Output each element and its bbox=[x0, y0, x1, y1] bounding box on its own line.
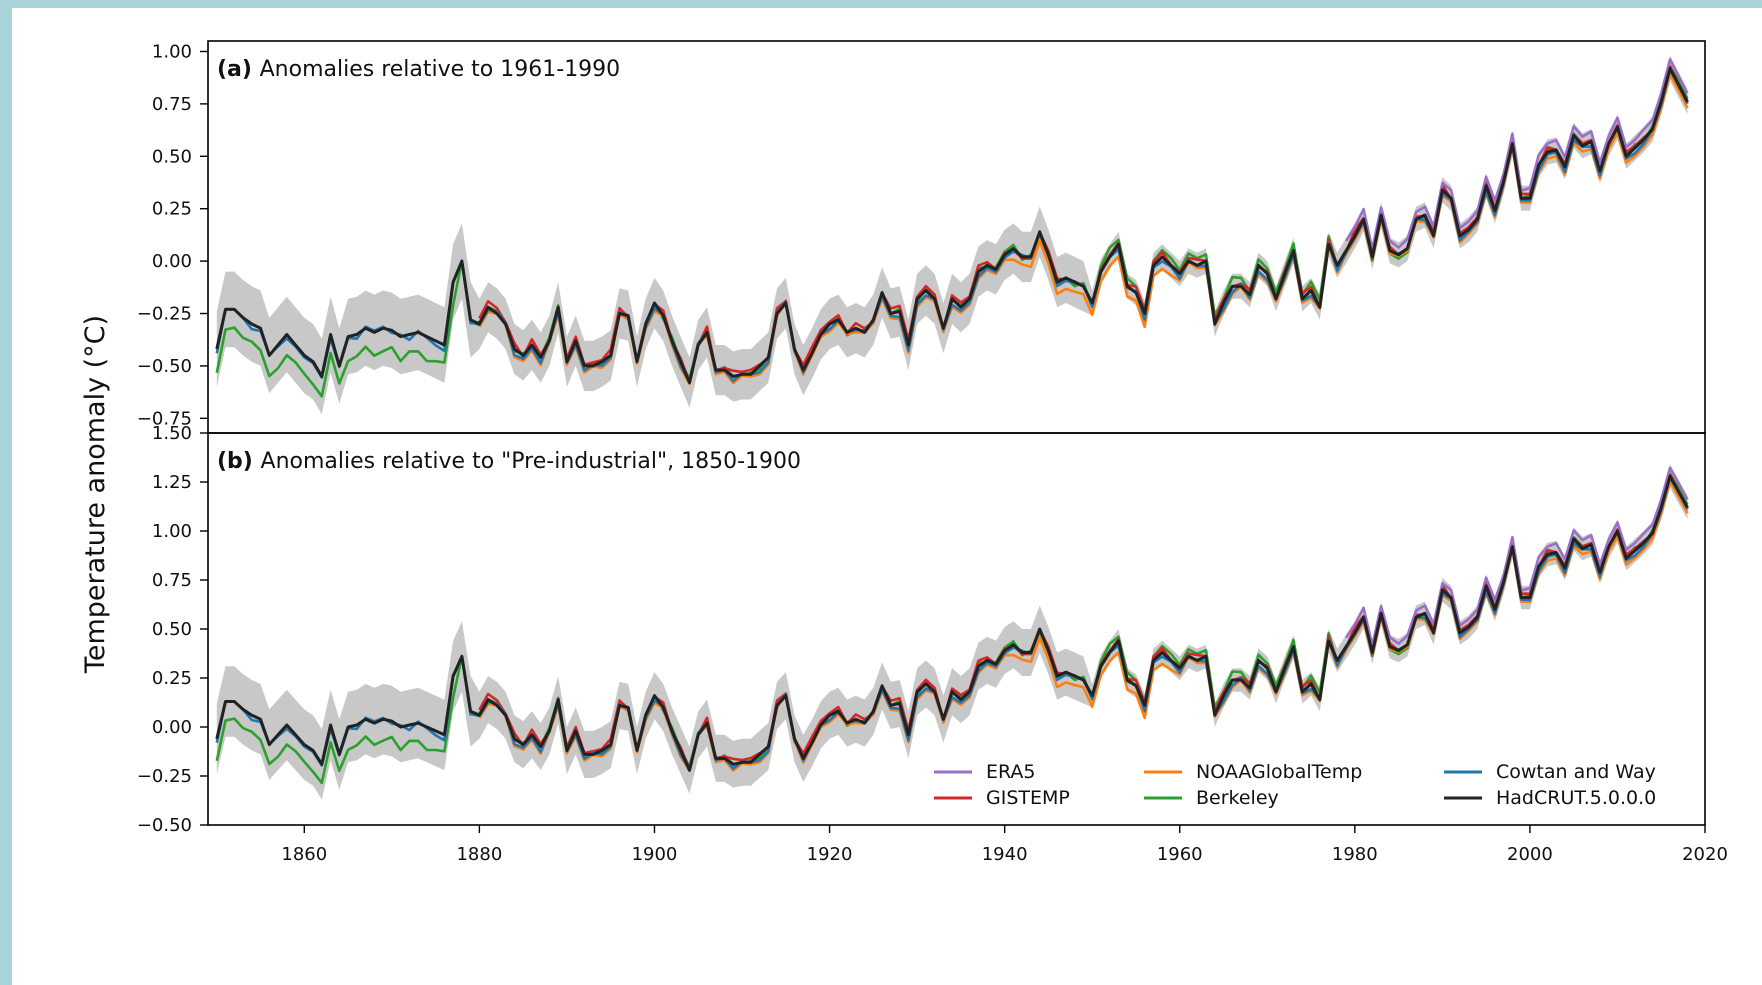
panel-b: 1.50 1.25 1.00 0.75 0.50 0.25 0.00 −0.25 −0.50 (b… bbox=[137, 423, 1706, 836]
y-tick-label: −0.50 bbox=[137, 356, 192, 377]
x-tick-label: 1860 bbox=[281, 844, 327, 865]
legend-label: Cowtan and Way bbox=[1496, 761, 1656, 783]
x-tick-label: 1940 bbox=[982, 844, 1028, 865]
panel-a: 1.00 0.75 0.50 0.25 0.00 −0.25 −0.50 −0.75 (a) A… bbox=[137, 40, 1706, 434]
y-tick-label: 1.50 bbox=[152, 423, 192, 444]
y-tick-label: 0.00 bbox=[152, 251, 192, 272]
y-tick-label: 0.00 bbox=[152, 717, 192, 738]
x-tick-label: 2000 bbox=[1507, 844, 1553, 865]
x-tick-label: 1980 bbox=[1332, 844, 1378, 865]
series-line-noaaglobaltemp bbox=[478, 73, 1689, 386]
y-tick-label: 0.75 bbox=[152, 94, 192, 115]
legend-label: ERA5 bbox=[986, 761, 1036, 783]
y-axis-label: Temperature anomaly (°C) bbox=[80, 315, 111, 674]
legend-item-cowtan-and-way: Cowtan and Way bbox=[1444, 761, 1656, 783]
series-line-hadcrut-5-0-0-0 bbox=[215, 474, 1689, 772]
y-tick-label: 0.25 bbox=[152, 668, 192, 689]
legend-label: HadCRUT.5.0.0.0 bbox=[1496, 787, 1656, 809]
x-tick-label: 1920 bbox=[807, 844, 853, 865]
y-tick-label: −0.25 bbox=[137, 766, 192, 787]
y-tick-label: 0.50 bbox=[152, 619, 192, 640]
y-tick-label: 0.75 bbox=[152, 570, 192, 591]
x-tick-label: 1960 bbox=[1157, 844, 1203, 865]
series-line-noaaglobaltemp bbox=[478, 480, 1689, 773]
plot-frame bbox=[207, 432, 1706, 826]
x-axis: 1860 1880 1900 1920 1940 1960 1980 2000 2020 bbox=[281, 825, 1728, 865]
legend-label: GISTEMP bbox=[986, 787, 1070, 809]
series-line-hadcrut-5-0-0-0 bbox=[215, 66, 1689, 385]
legend-label: NOAAGlobalTemp bbox=[1196, 761, 1362, 783]
chart-canvas: 1.00 0.75 0.50 0.25 0.00 −0.25 −0.50 −0.75 (a) A… bbox=[12, 8, 1762, 985]
legend-item-berkeley: Berkeley bbox=[1144, 787, 1279, 809]
panel-title: (a) Anomalies relative to 1961-1990 bbox=[217, 57, 620, 82]
y-tick-label: 1.25 bbox=[152, 472, 192, 493]
legend-item-gistemp: GISTEMP bbox=[934, 787, 1070, 809]
legend-item-hadcrut-5-0-0-0: HadCRUT.5.0.0.0 bbox=[1444, 787, 1656, 809]
y-tick-label: 0.50 bbox=[152, 146, 192, 167]
legend-label: Berkeley bbox=[1196, 787, 1279, 809]
temperature-anomaly-chart: 1.00 0.75 0.50 0.25 0.00 −0.25 −0.50 −0.75 (a) A… bbox=[80, 40, 1728, 865]
y-tick-label: 0.25 bbox=[152, 199, 192, 220]
y-tick-label: −0.50 bbox=[137, 815, 192, 836]
x-tick-label: 1880 bbox=[456, 844, 502, 865]
legend-item-era5: ERA5 bbox=[934, 761, 1036, 783]
legend-item-noaaglobaltemp: NOAAGlobalTemp bbox=[1144, 761, 1362, 783]
x-tick-label: 2020 bbox=[1682, 844, 1728, 865]
y-tick-label: 1.00 bbox=[152, 41, 192, 62]
legend: ERA5 NOAAGlobalTemp Cowtan and Way GISTEMP B… bbox=[934, 761, 1656, 809]
y-tick-label: −0.25 bbox=[137, 304, 192, 325]
panel-title: (b) Anomalies relative to "Pre-industria… bbox=[217, 449, 801, 474]
x-tick-label: 1900 bbox=[632, 844, 678, 865]
y-tick-label: −0.75 bbox=[137, 408, 192, 429]
y-tick-label: 1.00 bbox=[152, 521, 192, 542]
